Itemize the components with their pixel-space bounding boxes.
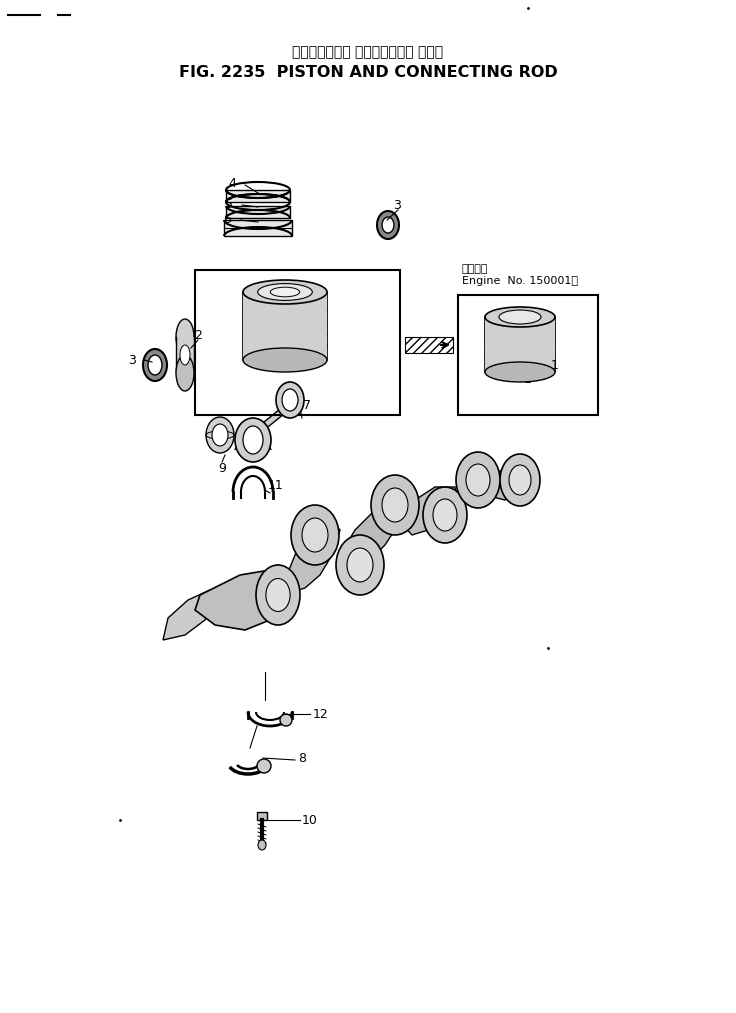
Ellipse shape [212,424,228,446]
Ellipse shape [235,418,271,462]
Ellipse shape [509,465,531,495]
Text: 6: 6 [223,213,231,226]
Text: ピストンおよび コネクティング ロッド: ピストンおよび コネクティング ロッド [292,45,444,59]
Ellipse shape [258,840,266,850]
Ellipse shape [485,307,555,327]
Ellipse shape [499,310,541,324]
Ellipse shape [243,426,263,454]
Polygon shape [163,590,215,640]
Ellipse shape [243,348,327,372]
Ellipse shape [377,211,399,239]
Text: 2: 2 [194,328,202,341]
Ellipse shape [176,319,194,355]
Ellipse shape [280,714,292,726]
Text: 10: 10 [302,813,318,827]
Polygon shape [400,487,458,535]
Ellipse shape [423,487,467,543]
Bar [226,190,290,202]
Text: 1: 1 [302,350,310,364]
Text: 7: 7 [303,398,311,411]
Ellipse shape [485,362,555,382]
Text: 1: 1 [524,373,532,386]
Ellipse shape [143,349,167,381]
Ellipse shape [433,499,457,531]
Bar [226,206,290,218]
Ellipse shape [180,345,190,365]
Text: 3: 3 [393,199,401,212]
Ellipse shape [382,488,408,522]
Ellipse shape [302,518,328,552]
Bar [458,295,598,415]
Text: FIG. 2235  PISTON AND CONNECTING ROD: FIG. 2235 PISTON AND CONNECTING ROD [179,65,557,79]
Bar [405,337,453,353]
Text: 4: 4 [228,176,236,189]
Bar [176,337,194,373]
Ellipse shape [371,475,419,535]
Bar [485,317,555,372]
Ellipse shape [347,548,373,582]
Polygon shape [248,405,295,435]
Ellipse shape [176,355,194,391]
Ellipse shape [206,417,234,453]
Polygon shape [485,462,530,500]
Bar [224,220,292,236]
Ellipse shape [336,535,384,595]
Text: 1: 1 [292,361,300,374]
Ellipse shape [291,505,339,565]
Text: 1: 1 [551,359,559,372]
Text: 11: 11 [268,478,284,491]
Bar [243,292,327,360]
Ellipse shape [148,355,162,375]
Text: 適用号機: 適用号機 [462,264,489,274]
Ellipse shape [243,280,327,304]
Polygon shape [195,570,290,630]
Ellipse shape [270,288,300,297]
Ellipse shape [276,382,304,418]
Text: Engine  No. 150001～: Engine No. 150001～ [462,276,578,286]
Ellipse shape [282,389,298,411]
Bar [195,270,400,415]
Ellipse shape [256,565,300,625]
Ellipse shape [456,452,500,508]
Text: 8: 8 [298,752,306,765]
Text: 3: 3 [128,354,136,367]
Ellipse shape [500,454,540,506]
Text: 9: 9 [218,462,226,474]
Ellipse shape [258,284,312,301]
Polygon shape [285,520,340,592]
Ellipse shape [466,464,490,496]
Ellipse shape [257,759,271,773]
Ellipse shape [266,578,290,612]
Text: 12: 12 [313,707,329,720]
Bar [257,812,267,820]
Polygon shape [340,510,398,570]
Ellipse shape [382,217,394,233]
Text: 5: 5 [225,198,233,211]
